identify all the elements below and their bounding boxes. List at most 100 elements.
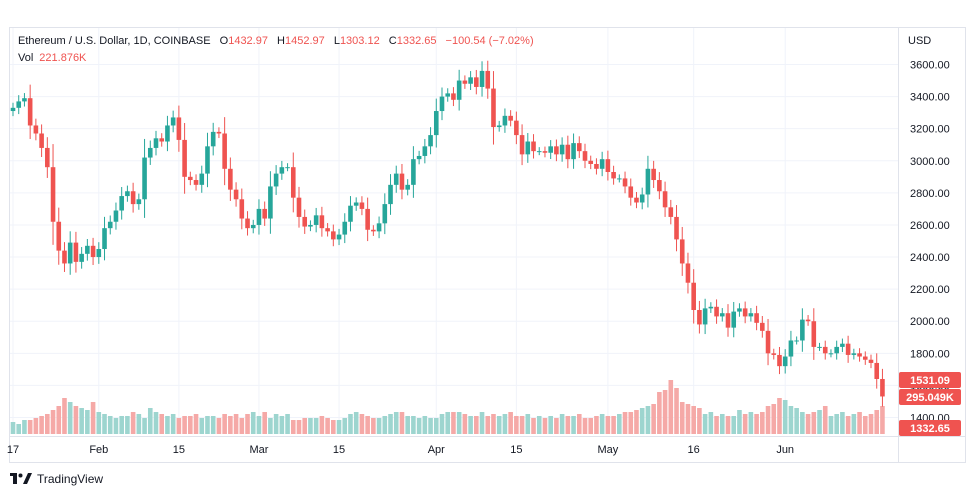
candle-body[interactable] [548,146,553,153]
candle-body[interactable] [313,215,319,225]
candle-body[interactable] [822,346,828,354]
candle-body[interactable] [22,98,27,102]
candle-body[interactable] [405,184,410,190]
candle-body[interactable] [376,223,382,232]
candle-body[interactable] [462,80,468,84]
candle-body[interactable] [325,228,330,232]
candle-body[interactable] [634,197,639,203]
candle-body[interactable] [199,173,205,185]
candle-body[interactable] [651,168,656,181]
candle-body[interactable] [147,147,153,158]
candle-body[interactable] [536,151,542,153]
candle-body[interactable] [433,111,439,136]
candle-body[interactable] [136,199,142,205]
candle-body[interactable] [719,313,725,317]
candle-body[interactable] [828,353,834,355]
candle-body[interactable] [576,143,582,152]
candle-body[interactable] [525,141,531,155]
candle-body[interactable] [393,173,399,185]
candle-body[interactable] [491,88,496,128]
candle-body[interactable] [102,228,107,250]
candle-body[interactable] [428,135,433,147]
candle-body[interactable] [714,306,719,317]
candle-body[interactable] [588,160,594,164]
candle-body[interactable] [165,125,170,142]
candle-body[interactable] [748,313,754,317]
candle-body[interactable] [50,167,56,222]
candle-body[interactable] [800,319,805,341]
candle-body[interactable] [176,117,182,140]
candle-body[interactable] [788,340,794,357]
candle-body[interactable] [371,229,376,232]
candle-body[interactable] [113,210,119,222]
candle-body[interactable] [210,131,216,147]
candle-body[interactable] [16,101,22,108]
candle-body[interactable] [582,151,588,161]
candle-body[interactable] [725,313,731,328]
candle-body[interactable] [182,139,187,177]
candle-body[interactable] [468,77,473,84]
candle-body[interactable] [862,356,868,360]
candle-body[interactable] [451,93,456,100]
candle-body[interactable] [794,340,799,342]
candle-body[interactable] [485,70,491,89]
candle-body[interactable] [96,249,102,258]
candle-body[interactable] [777,354,782,367]
candle-body[interactable] [27,98,33,126]
candle-body[interactable] [56,221,62,251]
candle-body[interactable] [519,135,525,155]
candle-body[interactable] [594,163,599,169]
candle-body[interactable] [411,159,416,185]
candle-body[interactable] [296,197,302,217]
candle-body[interactable] [645,168,651,195]
candle-body[interactable] [159,138,165,142]
candle-body[interactable] [662,191,668,208]
candle-body[interactable] [85,245,90,254]
candle-body[interactable] [228,168,233,190]
candle-body[interactable] [250,224,256,229]
candle-body[interactable] [439,96,445,112]
candle-body[interactable] [765,330,771,354]
candle-body[interactable] [39,133,44,148]
candle-body[interactable] [445,93,451,97]
candle-body[interactable] [302,216,308,227]
tradingview-brand[interactable]: TradingView [10,472,103,486]
candle-body[interactable] [342,221,348,235]
candle-body[interactable] [691,282,696,310]
candle-body[interactable] [319,215,325,229]
candle-body[interactable] [805,319,811,322]
candle-body[interactable] [754,313,759,323]
candle-body[interactable] [73,242,79,262]
candle-body[interactable] [479,70,485,87]
candle-body[interactable] [107,221,113,229]
candle-body[interactable] [611,172,616,179]
candle-body[interactable] [130,191,136,205]
candle-body[interactable] [817,346,822,348]
candle-body[interactable] [782,356,788,367]
candle-body[interactable] [170,117,176,126]
candle-body[interactable] [10,107,16,112]
candle-body[interactable] [811,321,817,347]
candle-body[interactable] [542,151,548,153]
candle-body[interactable] [708,306,714,309]
candle-body[interactable] [279,167,285,174]
candle-body[interactable] [874,362,880,379]
candle-body[interactable] [308,224,313,227]
candle-body[interactable] [456,80,462,100]
candle-body[interactable] [285,167,290,169]
candle-body[interactable] [599,159,605,169]
candle-body[interactable] [62,250,67,264]
candle-body[interactable] [365,208,370,230]
candle-body[interactable] [657,180,662,192]
candle-body[interactable] [702,308,708,325]
candle-body[interactable] [90,245,96,258]
candle-body[interactable] [262,208,267,219]
candle-body[interactable] [679,239,685,264]
candle-body[interactable] [840,343,845,347]
candle-body[interactable] [474,77,479,87]
candle-body[interactable] [79,253,84,262]
candle-body[interactable] [239,199,245,219]
candle-body[interactable] [496,125,502,128]
candle-body[interactable] [851,353,857,355]
candle-body[interactable] [399,173,405,190]
